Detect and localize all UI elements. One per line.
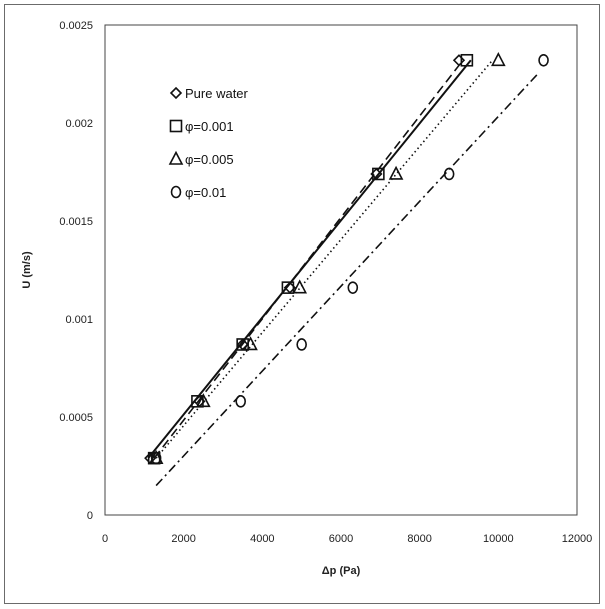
- point-0-001: [281, 281, 295, 294]
- x-tick-label: 12000: [562, 533, 593, 545]
- point-0-01: [150, 451, 162, 465]
- y-tick-label: 0.001: [65, 314, 93, 326]
- legend-marker-0-01: [170, 185, 182, 199]
- legend-label-0-005: φ=0.005: [185, 152, 234, 167]
- points-layer: [144, 52, 549, 465]
- point-0-005: [292, 279, 308, 294]
- y-tick-label: 0.002: [65, 118, 93, 130]
- point-0-01: [443, 167, 455, 181]
- legend-label-0-01: φ=0.01: [185, 185, 226, 200]
- x-tick-label: 10000: [483, 533, 514, 545]
- y-tick-label: 0.0015: [59, 216, 93, 228]
- point-0-001: [460, 53, 474, 67]
- trendlines-layer: [147, 59, 539, 487]
- trendline-0-01: [155, 73, 539, 487]
- y-tick-label: 0.0005: [59, 412, 93, 424]
- point-0-01: [296, 338, 307, 351]
- point-0-005: [196, 393, 211, 408]
- x-tick-label: 2000: [171, 533, 195, 545]
- point-0-005: [388, 165, 404, 180]
- legend-marker-0-005: [168, 150, 184, 165]
- point-0-005: [491, 52, 506, 67]
- y-tick-label: 0: [87, 510, 93, 522]
- point-0-01: [538, 53, 549, 67]
- plot-area: [104, 24, 578, 516]
- y-axis-label: U (m/s): [21, 251, 33, 289]
- legend-marker-0-001: [169, 119, 183, 133]
- trendline-0-005: [155, 59, 494, 459]
- point-0-001: [372, 167, 385, 181]
- x-tick-label: 6000: [329, 533, 353, 545]
- y-tick-label: 0.0025: [59, 20, 93, 32]
- legend-marker-pure-water: [169, 86, 183, 100]
- point-0-001: [236, 338, 249, 351]
- legend: Pure water φ=0.001 φ=0.005 φ=0.01: [168, 86, 249, 200]
- point-0-01: [235, 395, 246, 408]
- x-axis-label: Δp (Pa): [322, 565, 361, 577]
- x-tick-label: 0: [102, 533, 108, 545]
- point-0-01: [347, 281, 359, 294]
- ticks-layer: 0 2000 4000 6000 8000 10000 12000 0 0.0005 0.001 0…: [59, 20, 592, 545]
- legend-label-pure-water: Pure water: [185, 86, 249, 101]
- x-tick-label: 8000: [407, 533, 431, 545]
- point-pure-water: [452, 54, 466, 67]
- x-tick-label: 4000: [250, 533, 274, 545]
- legend-label-0-001: φ=0.001: [185, 119, 234, 134]
- point-0-005: [243, 336, 258, 351]
